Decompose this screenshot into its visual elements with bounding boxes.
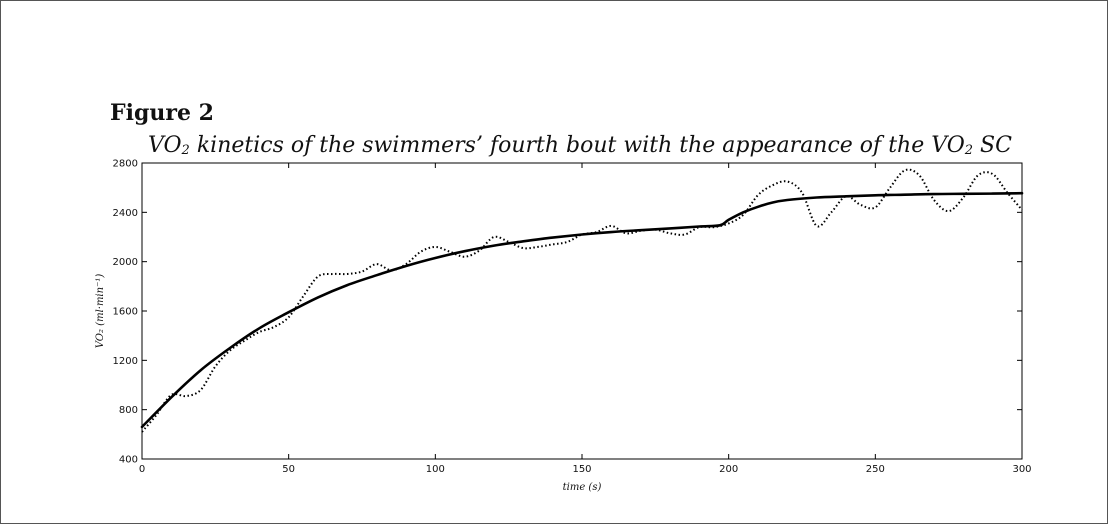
x-tick-label: 250 [866,464,885,475]
series-layer [140,168,1024,433]
caption-part: kinetics of the swimmers’ fourth bout wi… [189,133,965,158]
y-tick-label: 2000 [113,257,138,268]
y-axis-label: VO₂ (ml·min⁻¹) [95,274,106,349]
x-tick-label: 50 [282,464,295,475]
y-tick-label: 1600 [113,307,138,318]
x-axis-label: time (s) [563,482,602,493]
caption-part: SC [973,133,1012,158]
caption-subscript: 2 [964,143,974,158]
y-tick-label: 1200 [113,356,138,367]
axis-ticks: 0 50 100 150 200 250 300 400 800 1200 1600 2000 2400… [113,159,1032,476]
series-line-measured [141,168,1023,433]
y-tick-label: 2800 [113,159,138,170]
x-tick-label: 100 [426,464,445,475]
figure-caption: VO2 kinetics of the swimmers’ fourth bou… [148,133,1012,158]
x-tick-label: 150 [572,464,591,475]
y-tick-label: 400 [119,455,138,466]
series-line-fit [140,191,1024,429]
x-tick-label: 300 [1012,464,1031,475]
y-tick-label: 800 [119,405,138,416]
y-tick-label: 2400 [113,208,138,219]
plot-area [141,162,1023,460]
caption-part: VO [148,133,182,158]
caption-subscript: 2 [181,143,190,158]
x-tick-label: 200 [719,464,738,475]
figure-label: Figure 2 [110,100,214,126]
x-tick-label: 0 [139,464,145,475]
